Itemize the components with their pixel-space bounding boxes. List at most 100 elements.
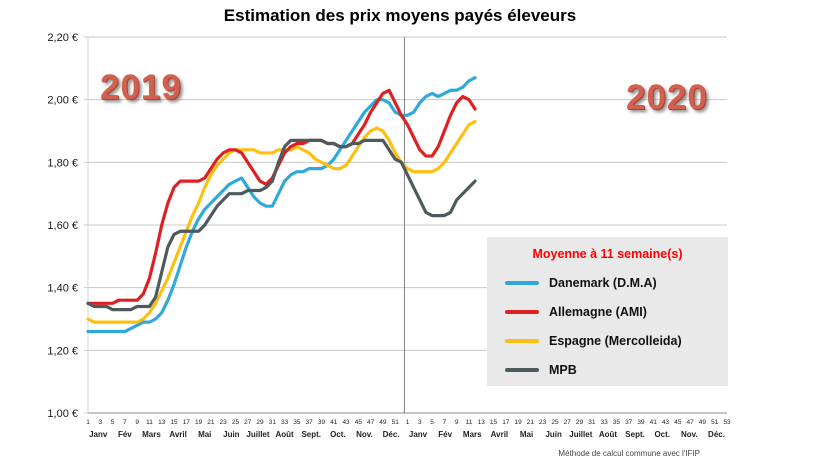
week-tick-label: 51 — [392, 419, 400, 426]
month-label: Juin — [223, 430, 240, 439]
month-label: Juillet — [569, 430, 592, 439]
week-tick-label: 1 — [86, 419, 90, 426]
month-label: Juillet — [246, 430, 269, 439]
month-label: Fév — [438, 430, 452, 439]
month-label: Oct. — [330, 430, 346, 439]
month-label: Déc. — [383, 430, 400, 439]
y-tick-label: 1,40 € — [47, 283, 78, 295]
week-tick-label: 39 — [318, 419, 326, 426]
legend-item-label: MPB — [549, 362, 577, 377]
month-label: Nov. — [356, 430, 373, 439]
week-tick-label: 39 — [637, 419, 645, 426]
week-tick-label: 19 — [195, 419, 203, 426]
month-label: Avril — [491, 430, 509, 439]
month-label: Sept. — [301, 430, 321, 439]
week-tick-label: 5 — [430, 419, 434, 426]
legend-items: Danemark (D.M.A) Allemagne (AMI) Espagne (… — [487, 268, 728, 384]
week-tick-label: 15 — [490, 419, 498, 426]
week-tick-label: 45 — [674, 419, 682, 426]
series-line-allemagne — [86, 88, 477, 305]
series-line-espagne — [86, 119, 477, 324]
week-tick-label: 41 — [330, 419, 338, 426]
week-tick-label: 13 — [478, 419, 486, 426]
legend-item-espagne: Espagne (Mercolleida) — [487, 326, 728, 355]
week-tick-label: 3 — [418, 419, 422, 426]
week-tick-label: 47 — [367, 419, 375, 426]
week-tick-label: 35 — [613, 419, 621, 426]
week-tick-label: 49 — [379, 419, 387, 426]
legend-title: Moyenne à 11 semaine(s) — [532, 247, 683, 261]
week-tick-label: 9 — [135, 419, 139, 426]
legend-item-mpb: MPB — [487, 355, 728, 384]
week-tick-label: 17 — [183, 419, 191, 426]
week-tick-label: 27 — [244, 419, 252, 426]
month-label: Nov. — [681, 430, 698, 439]
month-label: Sept. — [625, 430, 645, 439]
series-line-mpb — [86, 138, 477, 312]
week-tick-label: 13 — [158, 419, 166, 426]
year-label-2019: 2019 — [100, 68, 182, 107]
footer-note: Méthode de calcul commune avec l'IFIP — [558, 449, 700, 458]
month-label: Mai — [520, 430, 533, 439]
week-tick-label: 25 — [232, 419, 240, 426]
legend: Moyenne à 11 semaine(s) Danemark (D.M.A)… — [487, 237, 728, 386]
week-tick-label: 15 — [170, 419, 178, 426]
legend-item-allemagne: Allemagne (AMI) — [487, 297, 728, 326]
week-tick-label: 27 — [564, 419, 572, 426]
week-tick-label: 31 — [269, 419, 277, 426]
week-tick-label: 47 — [687, 419, 695, 426]
week-tick-label: 33 — [281, 419, 289, 426]
month-label: Fév — [118, 430, 132, 439]
month-label: Janv — [89, 430, 108, 439]
week-tick-label: 29 — [256, 419, 264, 426]
week-tick-label: 21 — [527, 419, 535, 426]
week-tick-label: 7 — [123, 419, 127, 426]
week-tick-label: 7 — [443, 419, 447, 426]
month-label: Déc. — [708, 430, 725, 439]
month-label: Oct. — [654, 430, 670, 439]
month-label: Mars — [463, 430, 482, 439]
week-tick-label: 3 — [98, 419, 102, 426]
y-tick-label: 2,20 € — [47, 32, 78, 44]
week-tick-label: 43 — [662, 419, 670, 426]
week-tick-label: 11 — [146, 419, 153, 426]
legend-item-danemark: Danemark (D.M.A) — [487, 268, 728, 297]
week-tick-label: 11 — [466, 419, 473, 426]
legend-line-swatch — [505, 309, 539, 314]
y-tick-label: 1,60 € — [47, 220, 78, 232]
week-tick-label: 25 — [551, 419, 559, 426]
week-tick-label: 5 — [111, 419, 115, 426]
year-label-2020: 2020 — [626, 78, 708, 117]
week-tick-label: 29 — [576, 419, 584, 426]
month-label: Avril — [169, 430, 187, 439]
month-label: Août — [599, 430, 618, 439]
week-tick-label: 23 — [539, 419, 547, 426]
week-tick-label: 23 — [220, 419, 228, 426]
week-tick-label: 43 — [342, 419, 350, 426]
week-tick-label: 37 — [306, 419, 314, 426]
month-label: Janv — [409, 430, 428, 439]
week-tick-label: 21 — [207, 419, 215, 426]
month-label: Mars — [142, 430, 161, 439]
legend-item-label: Danemark (D.M.A) — [549, 275, 657, 290]
week-tick-label: 19 — [514, 419, 522, 426]
week-tick-label: 49 — [699, 419, 707, 426]
week-tick-label: 53 — [723, 419, 731, 426]
month-label: Août — [276, 430, 295, 439]
y-tick-label: 2,00 € — [47, 95, 78, 107]
legend-line-swatch — [505, 367, 539, 372]
week-tick-label: 41 — [650, 419, 658, 426]
y-tick-label: 1,00 € — [47, 408, 78, 420]
week-tick-label: 45 — [355, 419, 363, 426]
month-label: Juin — [545, 430, 562, 439]
week-tick-label: 9 — [455, 419, 459, 426]
week-tick-label: 35 — [293, 419, 301, 426]
y-tick-label: 1,80 € — [47, 157, 78, 169]
legend-item-label: Espagne (Mercolleida) — [549, 333, 682, 348]
week-tick-label: 51 — [711, 419, 719, 426]
y-tick-label: 1,20 € — [47, 345, 78, 357]
week-tick-label: 37 — [625, 419, 633, 426]
legend-line-swatch — [505, 280, 539, 285]
